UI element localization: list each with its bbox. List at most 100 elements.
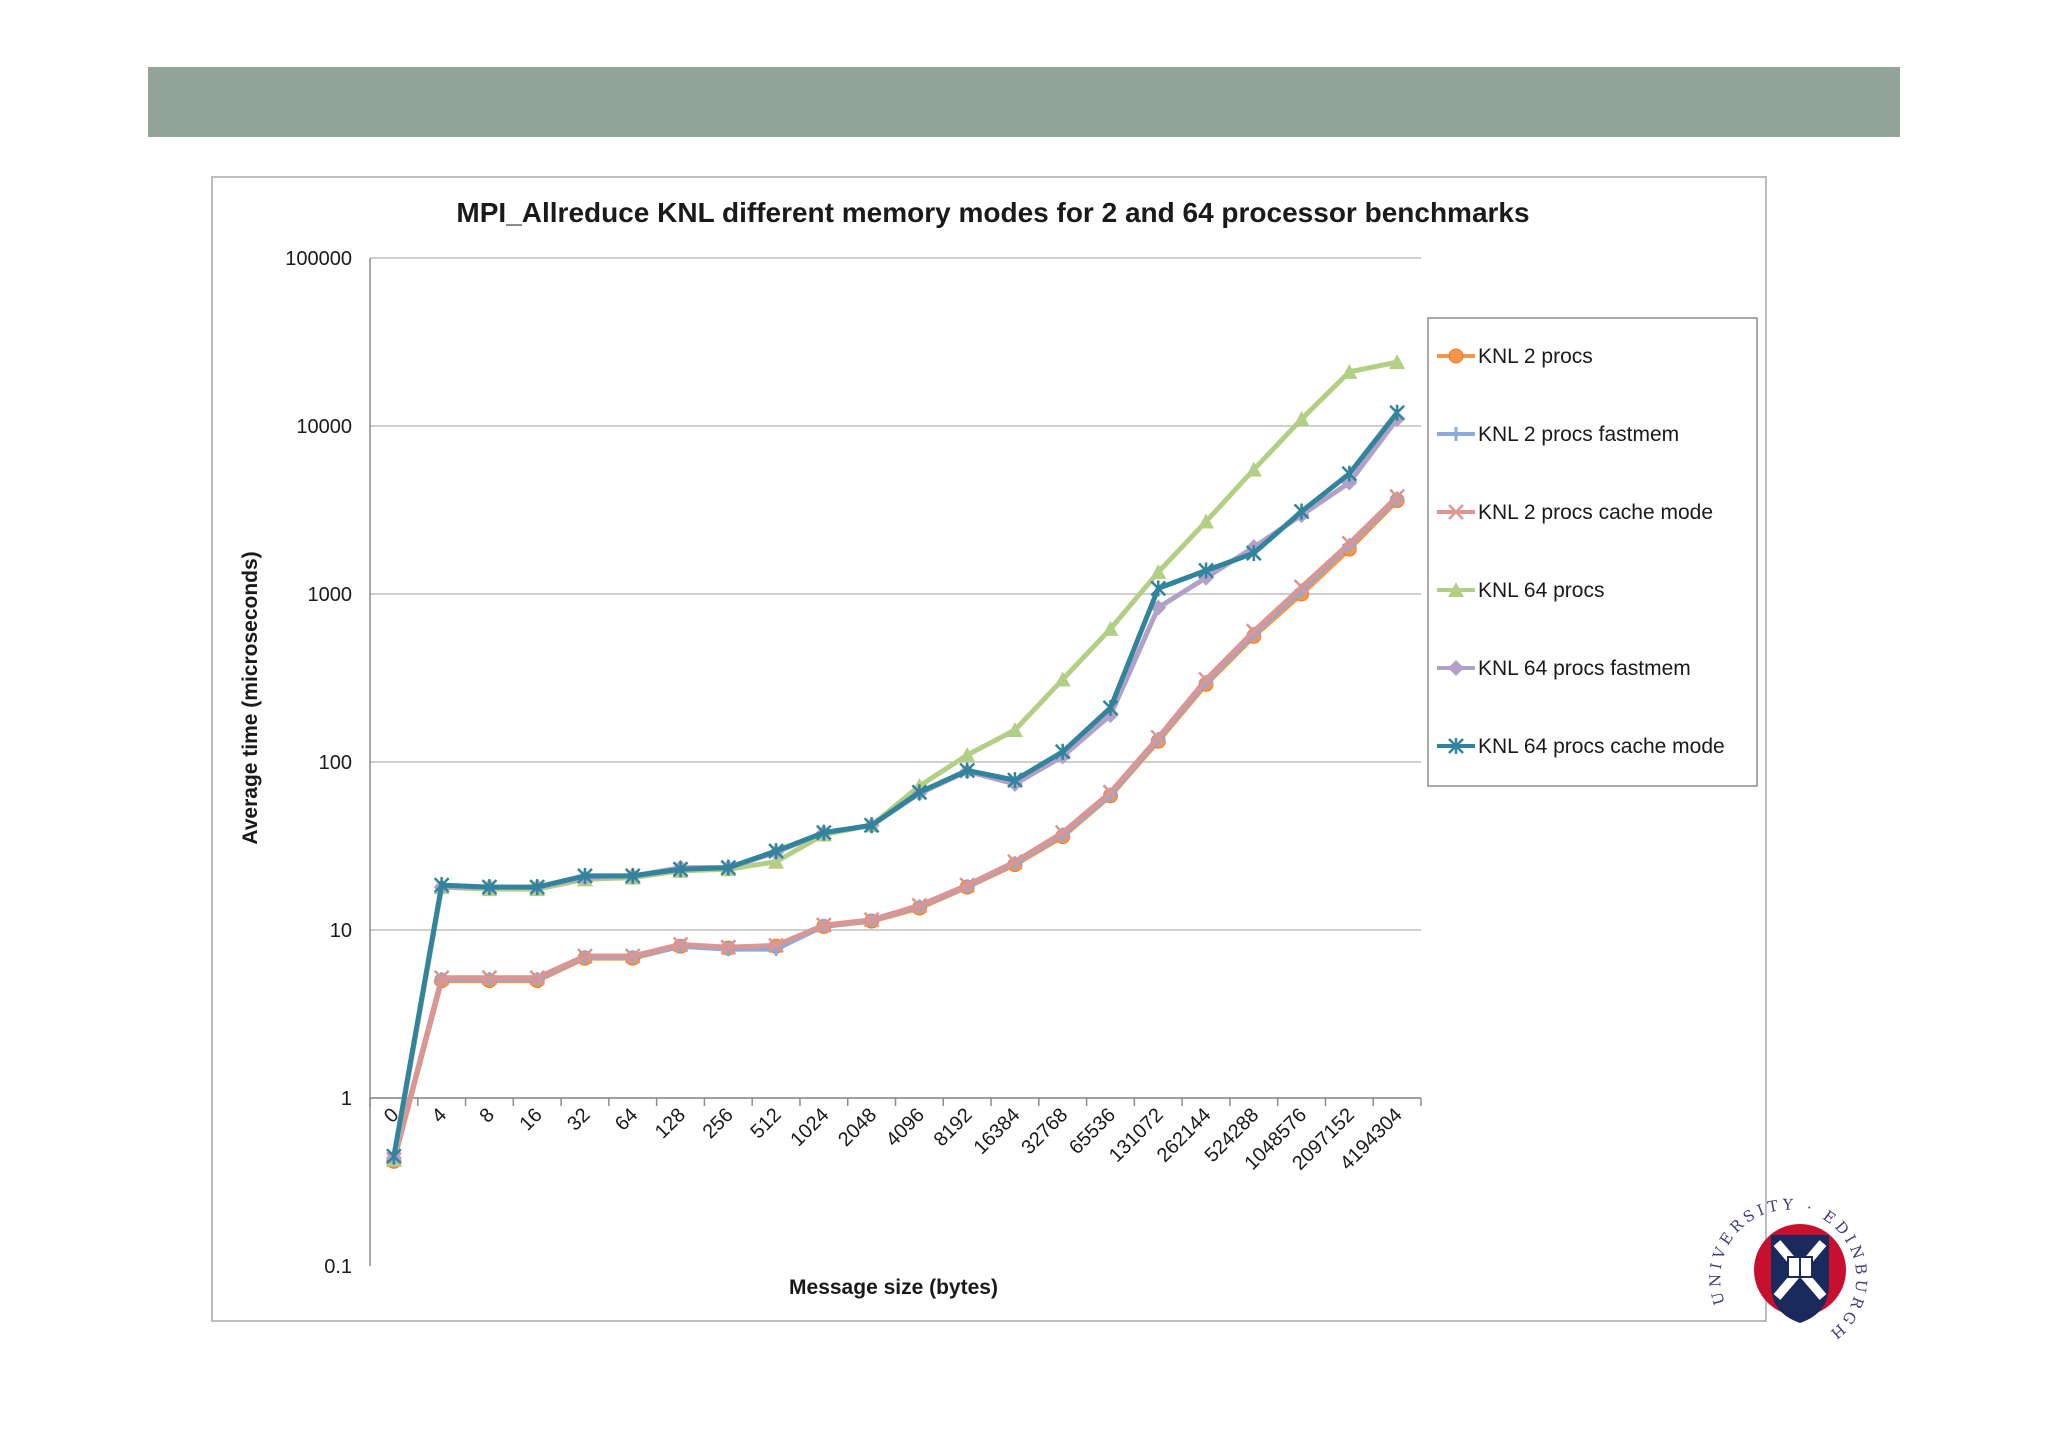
marker-shape	[433, 877, 450, 894]
marker-shape	[1448, 660, 1464, 676]
marker-shape	[672, 936, 689, 953]
marker-shape	[1198, 513, 1215, 529]
header-bar	[148, 67, 1900, 137]
marker-shape	[863, 817, 880, 834]
data-point	[1006, 722, 1023, 738]
marker-shape	[768, 937, 784, 954]
series-line-4	[391, 417, 1400, 1159]
legend-entry-label: KNL 64 procs	[1478, 579, 1604, 602]
chart-frame: MPI_Allreduce KNL different memory modes…	[211, 176, 1767, 1322]
data-point	[815, 917, 832, 933]
marker-shape	[1054, 824, 1071, 841]
marker-shape	[1245, 545, 1262, 562]
chart-title: MPI_Allreduce KNL different memory modes…	[456, 197, 1529, 228]
marker-shape	[672, 861, 689, 878]
marker-shape	[529, 879, 546, 896]
marker-shape	[1448, 504, 1464, 520]
data-point	[959, 747, 976, 763]
data-point	[1389, 354, 1406, 370]
data-point	[1102, 620, 1119, 636]
x-axis-title: Message size (bytes)	[789, 1276, 998, 1299]
data-point	[1198, 513, 1215, 529]
marker-shape	[1449, 427, 1463, 441]
y-tick-label: 0.1	[324, 1256, 352, 1278]
data-point	[1341, 465, 1358, 482]
data-point	[1150, 564, 1167, 580]
legend: KNL 2 procs KNL 2 procs fastmem KNL 2 proc…	[1427, 317, 1758, 787]
data-point	[1245, 623, 1262, 640]
y-tick-label: 10	[330, 920, 352, 942]
marker-shape	[1389, 488, 1405, 505]
data-point	[1102, 784, 1119, 801]
marker-shape	[1293, 411, 1310, 427]
series-line-3	[391, 359, 1398, 1161]
marker-shape	[1389, 404, 1405, 421]
data-point	[720, 939, 737, 956]
legend-entry-label: KNL 64 procs fastmem	[1478, 657, 1691, 680]
marker-shape	[386, 1148, 402, 1165]
y-tick-label: 100	[319, 752, 352, 774]
data-point	[481, 969, 498, 986]
marker-shape	[1007, 772, 1023, 789]
legend-swatch-marker	[1448, 738, 1464, 754]
data-point	[1007, 853, 1023, 870]
marker-shape	[1245, 461, 1262, 477]
data-point	[815, 824, 832, 841]
marker-shape	[1198, 562, 1214, 579]
x-tick-label: 8	[476, 1104, 499, 1127]
legend-swatch-marker	[1448, 348, 1464, 364]
marker-shape	[911, 784, 928, 801]
data-point	[911, 897, 928, 914]
marker-shape	[1389, 354, 1406, 370]
marker-shape	[624, 867, 641, 884]
y-tick-label: 100000	[285, 248, 352, 270]
marker-shape	[1293, 503, 1310, 520]
x-tick-label: 64	[611, 1104, 642, 1135]
data-point	[1054, 743, 1071, 760]
series-line-2	[391, 494, 1399, 1161]
x-tick-label: 16384	[970, 1104, 1025, 1159]
data-point	[1102, 699, 1119, 716]
legend-swatch-marker	[1448, 660, 1464, 676]
chart: MPI_Allreduce KNL different memory modes…	[239, 197, 1758, 1299]
y-tick-label: 1000	[308, 584, 353, 606]
data-point	[1198, 562, 1214, 579]
marker-shape	[863, 911, 880, 928]
marker-shape	[1102, 620, 1119, 636]
data-point	[1245, 545, 1262, 562]
data-point	[1293, 411, 1310, 427]
legend-swatch-marker	[1448, 582, 1464, 597]
x-tick-label: 32768	[1017, 1104, 1072, 1159]
marker-shape	[1341, 465, 1358, 482]
marker-shape	[1054, 743, 1071, 760]
marker-shape	[433, 969, 450, 986]
data-point	[1150, 580, 1167, 597]
data-point	[1054, 671, 1071, 687]
marker-shape	[481, 879, 498, 896]
marker-shape	[768, 843, 784, 860]
series-line-0	[391, 498, 1399, 1162]
data-point	[959, 877, 976, 893]
legend-entry-label: KNL 2 procs cache mode	[1478, 501, 1713, 524]
marker-shape	[1245, 623, 1262, 640]
x-tick-label: 4096	[882, 1104, 929, 1151]
data-point	[768, 853, 785, 869]
data-point	[1007, 772, 1023, 789]
y-tick-label: 1	[341, 1088, 352, 1110]
marker-shape	[959, 747, 976, 763]
marker-shape	[1150, 599, 1167, 616]
data-point	[863, 911, 880, 928]
marker-shape	[1448, 582, 1464, 597]
marker-shape	[720, 859, 737, 876]
data-point	[911, 784, 928, 801]
marker-shape	[959, 762, 976, 779]
x-tick-label: 16	[515, 1104, 546, 1135]
marker-shape	[1150, 564, 1167, 580]
data-point	[624, 948, 641, 964]
marker-shape	[1006, 722, 1023, 738]
data-point	[768, 843, 784, 860]
marker-shape	[720, 939, 737, 956]
data-point	[1341, 363, 1358, 379]
marker-shape	[815, 824, 832, 841]
marker-shape	[1341, 535, 1358, 552]
